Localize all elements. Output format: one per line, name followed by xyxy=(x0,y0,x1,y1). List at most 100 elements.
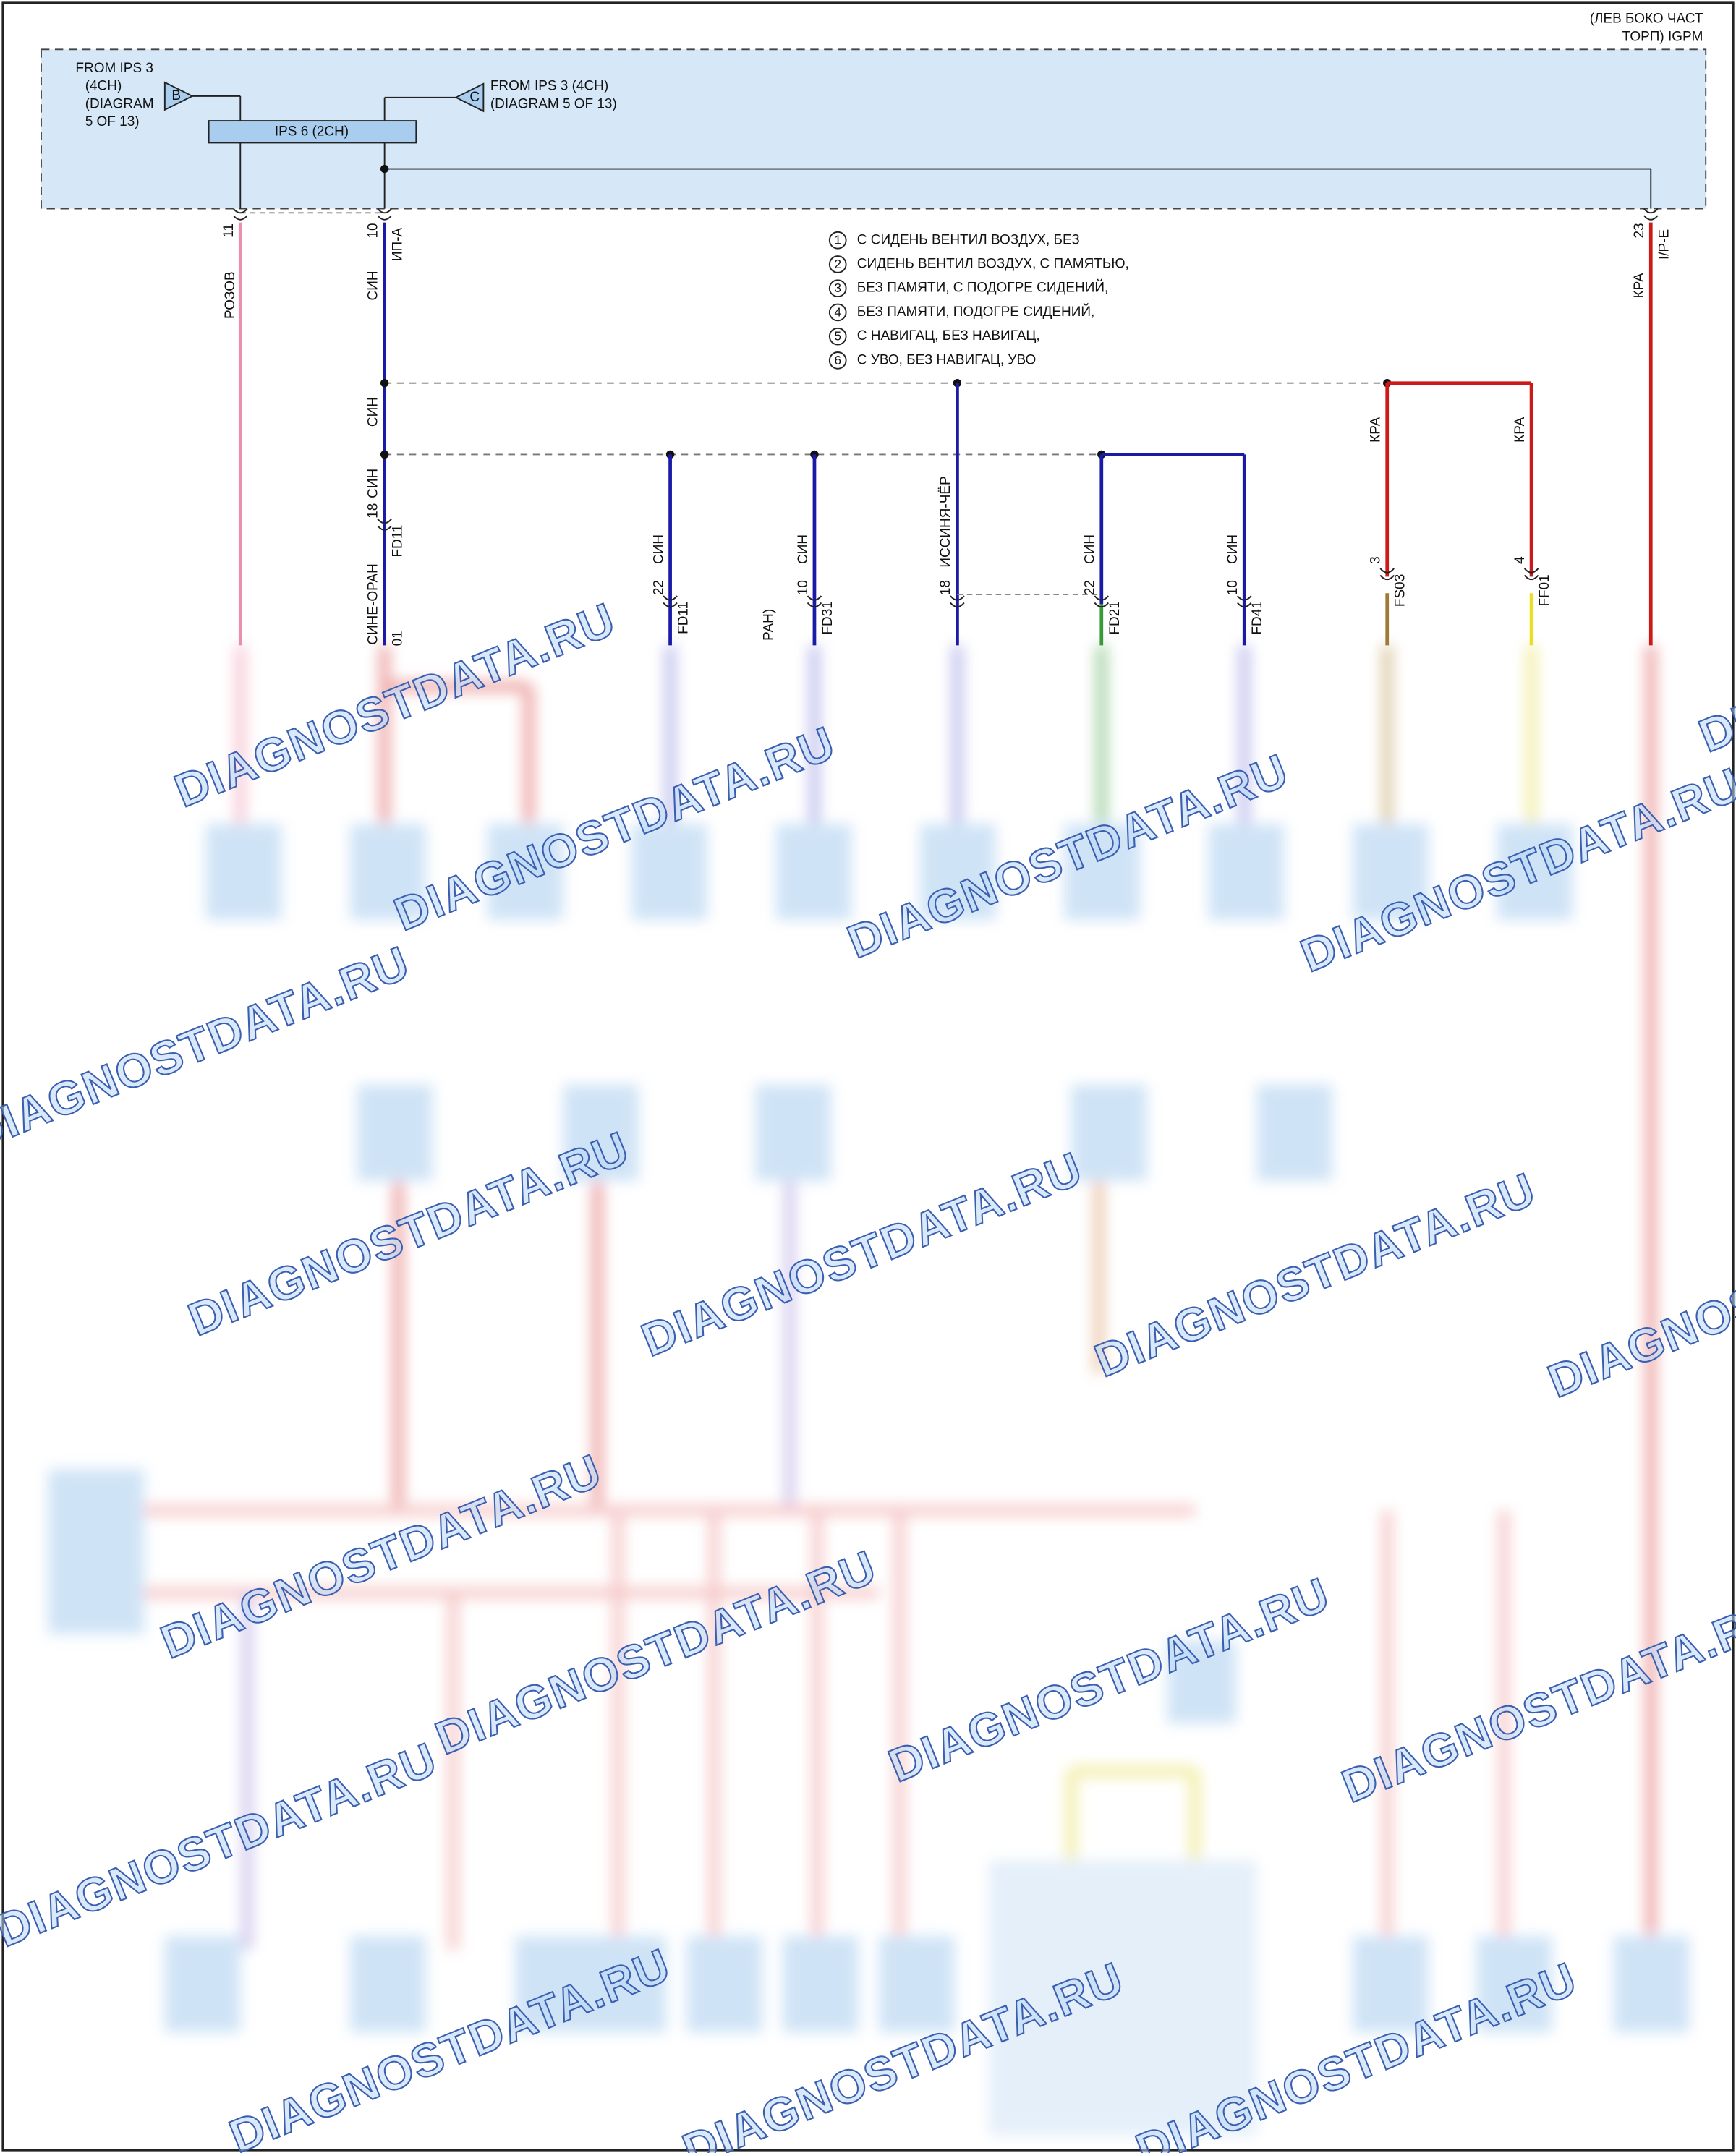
blurred-component xyxy=(164,1936,241,2032)
splice xyxy=(665,450,675,459)
blurred-component xyxy=(1208,824,1285,921)
pin-number: 23 xyxy=(1632,223,1647,238)
wire-label: СИН xyxy=(365,270,380,300)
wire-label: СИН xyxy=(796,534,811,564)
note-text: БЕЗ ПАМЯТИ, ПОДОГРЕ СИДЕНИЙ, xyxy=(857,304,1094,320)
wire-label: СИН xyxy=(1083,534,1098,564)
text-fragment: 01 xyxy=(391,631,406,646)
pin-number: 18 xyxy=(365,503,380,519)
note-number: 3 xyxy=(834,281,841,295)
note-marker xyxy=(828,351,847,370)
note-number: 5 xyxy=(834,330,841,344)
note-text: С УВО, БЕЗ НАВИГАЦ, УВО xyxy=(857,352,1036,367)
blurred-component xyxy=(205,824,282,921)
note-marker xyxy=(828,255,847,273)
splice xyxy=(810,450,819,459)
pin-number: 11 xyxy=(221,223,237,238)
input-text: FROM IPS 3 xyxy=(75,61,153,76)
pin-name: FS03 xyxy=(1393,574,1408,607)
blurred-component xyxy=(515,1936,591,2032)
blurred-component xyxy=(1167,1640,1236,1723)
note-number: 4 xyxy=(834,305,841,319)
note-marker xyxy=(828,327,847,346)
pin-number: 22 xyxy=(651,580,666,595)
wire-label: КРА xyxy=(1512,417,1528,442)
pin-name: FD41 xyxy=(1250,601,1265,634)
connector xyxy=(377,519,392,531)
blurred-component xyxy=(1256,1084,1332,1181)
splice xyxy=(380,379,389,388)
splice xyxy=(380,450,389,459)
blurred-area xyxy=(48,645,1690,2136)
wire-label: КРА xyxy=(1632,273,1647,298)
blurred-component xyxy=(1614,1936,1690,2032)
input-letter: C xyxy=(469,90,480,105)
input-text: (4CH) xyxy=(85,79,122,94)
note-number: 2 xyxy=(834,257,841,271)
input-arrow xyxy=(454,82,485,113)
wire-label: ИССИНЯ-ЧЁР xyxy=(938,476,953,567)
connector xyxy=(1643,208,1659,221)
blurred-component xyxy=(1353,824,1429,921)
blurred-component xyxy=(1064,824,1140,921)
blurred-component xyxy=(357,1084,433,1181)
pin-number: 10 xyxy=(796,580,811,595)
wire-label: СИН xyxy=(365,469,380,498)
input-text: 5 OF 13) xyxy=(85,114,140,129)
note-text: СИДЕНЬ ВЕНТИЛ ВОЗДУХ, С ПАМЯТЬЮ, xyxy=(857,256,1129,271)
input-letter: B xyxy=(171,88,181,103)
blurred-component xyxy=(1476,1936,1552,2032)
connector xyxy=(1094,595,1110,608)
blurred-component xyxy=(48,1469,145,1634)
wire-label: РОЗОВ xyxy=(223,271,238,319)
module-label: IPS 6 (2CH) xyxy=(275,124,349,139)
wire-label: СИН xyxy=(365,397,380,427)
connector xyxy=(1523,568,1539,581)
note-text: БЕЗ ПАМЯТИ, С ПОДОГРЕ СИДЕНИЙ, xyxy=(857,280,1108,296)
connector xyxy=(1237,595,1252,608)
connector xyxy=(807,595,822,608)
blurred-component xyxy=(1497,824,1573,921)
connector xyxy=(233,208,248,221)
wire-label: СИНЕ-ОРАН xyxy=(365,563,380,644)
connector xyxy=(377,208,392,221)
input-text: (DIAGRAM xyxy=(85,96,154,111)
pin-name: FD21 xyxy=(1107,601,1123,634)
pin-name: ИП-А xyxy=(391,227,406,261)
pin-number: 18 xyxy=(938,580,953,595)
note-text: С СИДЕНЬ ВЕНТИЛ ВОЗДУХ, БЕЗ xyxy=(857,232,1080,247)
wire-label: СИН xyxy=(651,534,666,564)
input-arrow xyxy=(163,81,194,111)
splice xyxy=(380,164,389,174)
pin-number: 10 xyxy=(1225,580,1241,595)
note-marker xyxy=(828,279,847,298)
blurred-component xyxy=(879,1936,955,2032)
location-label: (ЛЕВ БОКО ЧАСТ xyxy=(1590,12,1703,27)
module xyxy=(208,120,417,144)
note-number: 6 xyxy=(834,354,841,367)
pin-number: 10 xyxy=(365,223,380,238)
note-text: С НАВИГАЦ, БЕЗ НАВИГАЦ, xyxy=(857,328,1040,344)
blurred-component xyxy=(590,1936,666,2032)
blurred-component xyxy=(631,824,707,921)
note-marker xyxy=(828,303,847,322)
note-number: 1 xyxy=(834,234,841,247)
pin-name: FF01 xyxy=(1537,574,1552,606)
pin-name: FD11 xyxy=(676,602,692,634)
wire-label: СИН xyxy=(1225,534,1241,564)
blurred-component xyxy=(783,1936,859,2032)
blurred-component xyxy=(563,1084,639,1181)
connector xyxy=(950,595,965,608)
pin-number: 22 xyxy=(1083,580,1098,595)
blurred-component xyxy=(686,1936,762,2032)
blurred-component xyxy=(1353,1936,1429,2032)
connector xyxy=(663,595,678,608)
blurred-component xyxy=(350,824,426,921)
input-text: (DIAGRAM 5 OF 13) xyxy=(490,96,617,111)
wire-label: КРА xyxy=(1369,417,1384,442)
pin-name: FD31 xyxy=(820,601,835,634)
blurred-component xyxy=(755,1084,831,1181)
